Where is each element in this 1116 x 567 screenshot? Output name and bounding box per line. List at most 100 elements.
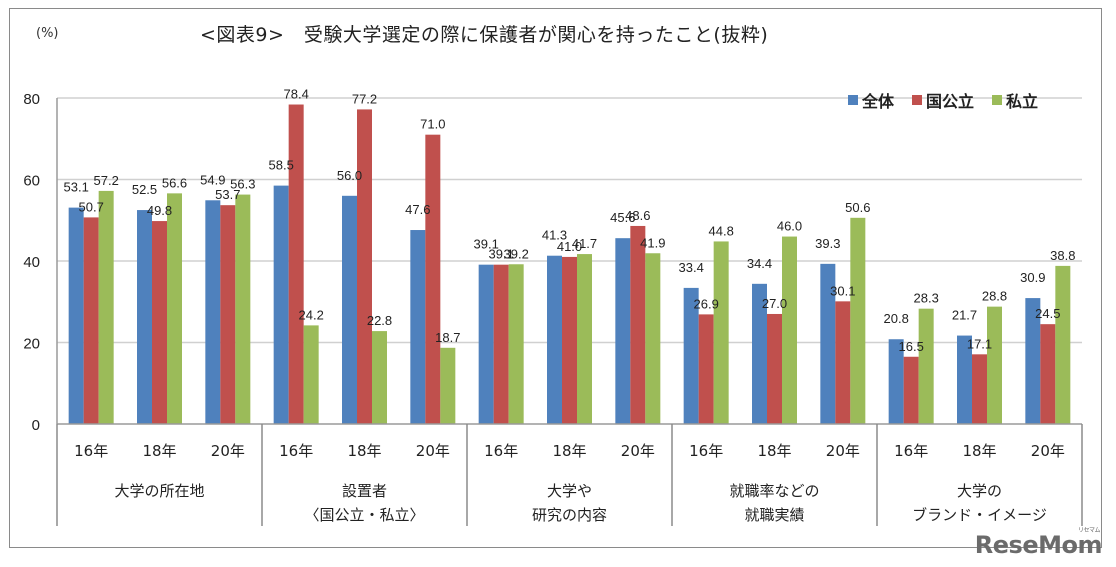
bar-all [68, 207, 84, 424]
x-group-label: 研究の内容 [532, 506, 607, 524]
x-tick-label-year: 16年 [279, 442, 313, 460]
bar-public [698, 314, 714, 424]
legend-label-public: 国公立 [926, 92, 975, 111]
bar-private [235, 194, 251, 424]
data-label: 46.0 [777, 219, 802, 234]
bar-private [645, 253, 661, 424]
data-label: 41.0 [557, 239, 582, 254]
data-label: 49.8 [147, 203, 172, 218]
bar-all [342, 195, 357, 424]
data-label: 77.2 [352, 91, 377, 106]
data-label: 56.3 [230, 177, 255, 192]
bar-all [820, 263, 836, 424]
x-tick-label-year: 18年 [142, 442, 176, 460]
data-label: 30.9 [1020, 270, 1045, 285]
data-label: 24.5 [1035, 306, 1060, 321]
bar-public [220, 205, 236, 424]
data-label: 34.4 [747, 256, 772, 271]
bar-all [957, 335, 972, 424]
x-group-label: ブランド・イメージ [912, 506, 1047, 524]
data-label: 38.8 [1050, 248, 1075, 263]
y-tick-label: 40 [23, 254, 40, 271]
x-tick-label-year: 16年 [74, 442, 108, 460]
data-label: 39.1 [474, 237, 499, 252]
data-label: 39.3 [815, 236, 840, 251]
x-tick-label-year: 20年 [211, 442, 245, 460]
bar-public [288, 104, 304, 425]
y-tick-label: 60 [23, 173, 40, 190]
bar-public [425, 134, 441, 425]
data-label: 26.9 [694, 296, 719, 311]
legend-item-public: 国公立 [912, 88, 974, 112]
data-label: 17.1 [967, 336, 992, 351]
data-label: 56.6 [162, 175, 187, 190]
data-label: 78.4 [284, 87, 309, 102]
data-label: 50.6 [845, 200, 870, 215]
x-group-label: 就職率などの [729, 482, 819, 500]
x-group-label: 大学の [957, 482, 1002, 500]
x-tick-label-year: 18年 [347, 442, 381, 460]
bar-public [630, 225, 646, 424]
data-label: 22.8 [367, 313, 392, 328]
bar-all [478, 264, 494, 424]
y-tick-label: 20 [23, 336, 40, 353]
bar-all [410, 230, 426, 424]
bar-private [167, 193, 182, 424]
bar-public [357, 109, 372, 424]
bar-public [835, 301, 851, 424]
x-tick-label-year: 16年 [484, 442, 518, 460]
bar-all [683, 287, 699, 424]
bar-all [1025, 298, 1041, 424]
data-label: 39.1 [489, 247, 514, 262]
y-tick-label: 0 [32, 417, 40, 434]
legend-label-private: 私立 [1006, 92, 1039, 111]
bar-private [782, 236, 797, 424]
data-label: 20.8 [884, 311, 909, 326]
x-group-label: 〈国公立・私立〉 [304, 506, 424, 524]
data-label: 21.7 [952, 308, 977, 323]
bar-public [493, 264, 509, 424]
data-label: 39.2 [504, 246, 529, 261]
x-tick-label-year: 20年 [826, 442, 860, 460]
data-label: 56.0 [337, 168, 362, 183]
data-label: 24.2 [299, 307, 324, 322]
x-tick-label-year: 18年 [757, 442, 791, 460]
bar-public [767, 313, 782, 424]
bar-all [615, 238, 631, 424]
data-label: 50.7 [79, 199, 104, 214]
x-tick-label-year: 16年 [689, 442, 723, 460]
data-label: 44.8 [709, 223, 734, 238]
legend: 全体 国公立 私立 [848, 88, 1038, 112]
bar-all [137, 210, 152, 424]
x-tick-label-year: 18年 [962, 442, 996, 460]
data-label: 33.4 [679, 260, 704, 275]
chart-title: <図表9> 受験大学選定の際に保護者が関心を持ったこと(抜粋) [200, 24, 769, 46]
bar-private [918, 308, 934, 424]
x-tick-label-year: 16年 [894, 442, 928, 460]
watermark-text: ReseMom [974, 531, 1103, 559]
data-label: 57.2 [94, 173, 119, 188]
x-group-label: 就職実績 [744, 506, 804, 524]
data-label: 47.6 [405, 202, 430, 217]
data-label: 41.7 [572, 236, 597, 251]
bar-private [440, 347, 456, 424]
legend-item-all: 全体 [848, 88, 894, 112]
chart-frame [9, 8, 1102, 548]
legend-swatch-all [848, 95, 858, 105]
data-label: 16.5 [899, 339, 924, 354]
data-label: 53.1 [64, 180, 89, 195]
data-label: 71.0 [420, 117, 445, 132]
x-tick-label-year: 20年 [621, 442, 655, 460]
data-label: 28.8 [982, 289, 1007, 304]
data-label: 18.7 [435, 330, 460, 345]
watermark-ruby: リセマム [1077, 527, 1101, 534]
bar-private [303, 325, 319, 424]
data-label: 58.5 [269, 158, 294, 173]
bar-all [752, 283, 767, 424]
data-label: 54.9 [200, 172, 225, 187]
legend-swatch-private [992, 95, 1003, 105]
bar-private [987, 306, 1002, 424]
y-axis-unit-label: (%) [36, 26, 59, 41]
bar-public [562, 256, 577, 424]
bar-public [903, 356, 919, 424]
